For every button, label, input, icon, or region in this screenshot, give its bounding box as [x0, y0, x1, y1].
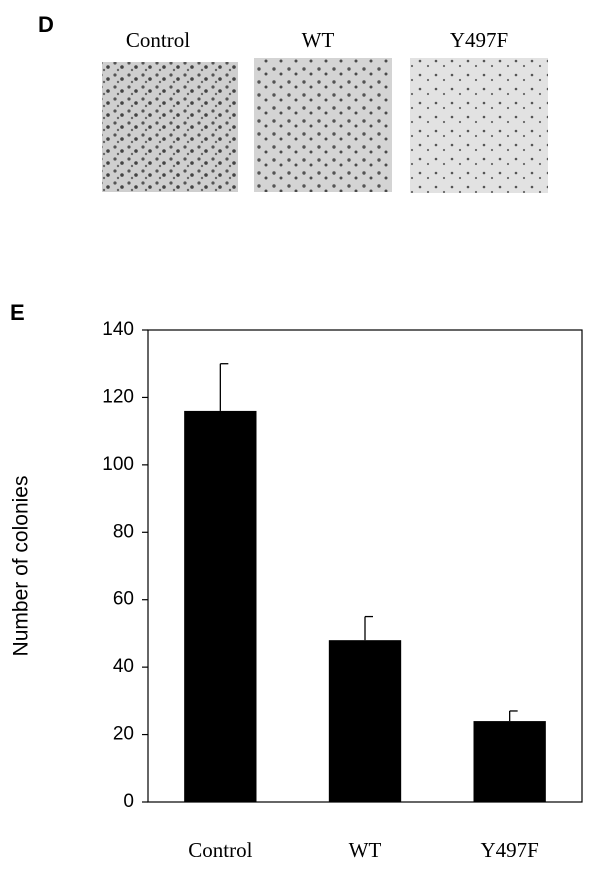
- image-caption: WT: [302, 28, 335, 52]
- image-caption: Control: [126, 28, 190, 52]
- y-tick-label: 0: [123, 791, 134, 812]
- x-tick-label: Y497F: [480, 838, 538, 862]
- y-tick-label: 60: [113, 589, 134, 610]
- panel-label: E: [10, 300, 25, 325]
- x-tick-label: Control: [188, 838, 252, 862]
- y-tick-label: 120: [102, 386, 134, 407]
- y-axis-title: Number of colonies: [10, 476, 33, 657]
- y-tick-label: 140: [102, 319, 134, 340]
- micrograph: [254, 58, 392, 192]
- y-tick-label: 20: [113, 724, 134, 745]
- y-tick-label: 100: [102, 454, 134, 475]
- bar: [473, 721, 546, 802]
- bar: [184, 410, 257, 802]
- y-tick-label: 40: [113, 656, 134, 677]
- bar: [328, 640, 402, 802]
- y-tick-label: 80: [113, 521, 134, 542]
- panel-label: D: [38, 12, 54, 37]
- micrograph: [102, 62, 238, 192]
- x-tick-label: WT: [349, 838, 382, 862]
- image-caption: Y497F: [450, 28, 508, 52]
- micrograph: [410, 58, 548, 193]
